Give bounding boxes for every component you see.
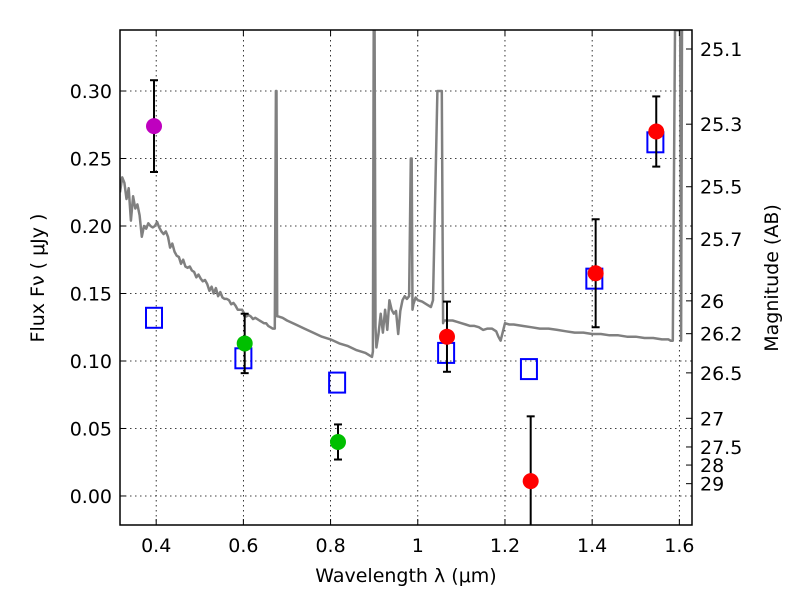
y-tick-label: 0.00 — [70, 486, 112, 508]
y-tick-label: 0.30 — [70, 81, 112, 103]
observed-flux-point — [236, 335, 253, 352]
y-right-tick-label: 28 — [700, 455, 724, 477]
y-right-tick-label: 25.7 — [700, 229, 742, 251]
y-right-tick-label: 27.5 — [700, 437, 742, 459]
y-right-tick-label: 25.5 — [700, 177, 742, 199]
x-tick-label: 1.2 — [490, 535, 520, 557]
observed-flux-point — [146, 118, 163, 135]
observed-flux-point — [648, 123, 665, 140]
y-tick-label: 0.20 — [70, 216, 112, 238]
y-axis-right-label: Magnitude (AB) — [761, 204, 783, 352]
x-tick-label: 0.8 — [315, 535, 345, 557]
x-tick-label: 0.6 — [228, 535, 258, 557]
y-tick-label: 0.15 — [70, 283, 112, 305]
y-right-tick-label: 26.5 — [700, 363, 742, 385]
observed-flux-point — [438, 328, 455, 345]
plot-area — [120, 30, 684, 525]
observed-flux-point — [522, 473, 539, 490]
y-tick-label: 0.25 — [70, 149, 112, 171]
y-right-tick-label: 27 — [700, 408, 724, 430]
model-photometry-square — [145, 306, 164, 329]
model-photometry-square — [328, 371, 347, 394]
plot-frame — [119, 29, 693, 526]
y-tick-label: 0.10 — [70, 351, 112, 373]
y-axis-left: 0.00 0.05 0.10 0.15 0.20 0.25 0.30 — [70, 81, 126, 508]
x-axis: 0.4 0.6 0.8 1 1.2 1.4 1.6 — [141, 30, 694, 557]
y-right-tick-label: 26 — [700, 291, 724, 313]
y-tick-label: 0.05 — [70, 418, 112, 440]
y-right-tick-label: 26.2 — [700, 324, 742, 346]
model-spectrum-line — [120, 30, 684, 359]
observed-flux-point — [587, 265, 604, 282]
y-axis-label: Flux Fν ( μJy ) — [27, 214, 49, 343]
grid-lines — [120, 30, 692, 525]
observed-flux-point — [329, 433, 346, 450]
x-axis-label: Wavelength λ (μm) — [315, 565, 496, 587]
model-photometry-square — [519, 358, 538, 381]
y-right-tick-label: 25.3 — [700, 114, 742, 136]
x-tick-label: 1 — [412, 535, 424, 557]
x-tick-label: 0.4 — [141, 535, 171, 557]
x-tick-label: 1.4 — [577, 535, 607, 557]
x-tick-label: 1.6 — [664, 535, 694, 557]
y-right-tick-label: 29 — [700, 474, 724, 496]
y-right-tick-label: 25.1 — [700, 39, 742, 61]
